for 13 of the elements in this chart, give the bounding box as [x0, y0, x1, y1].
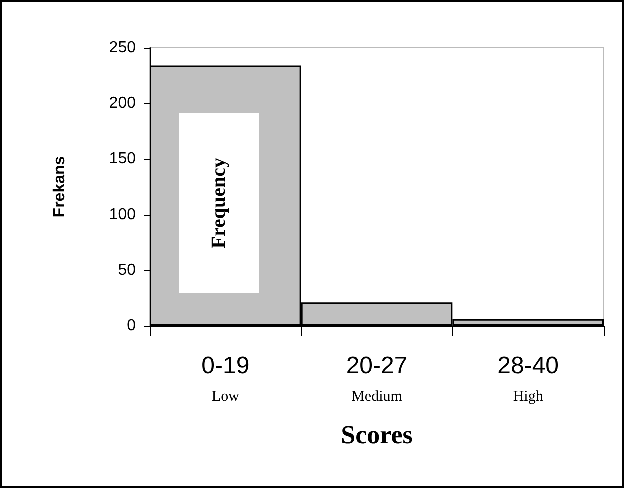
y-tick-label: 150	[109, 150, 136, 168]
y-tick-label: 100	[109, 206, 136, 224]
y-axis-title: Frekans	[52, 156, 68, 218]
text-box: Frequency	[179, 113, 259, 293]
x-tick-label: 28-40 High	[498, 352, 560, 405]
y-tick-label: 50	[118, 262, 136, 279]
annotation: Frequency	[208, 158, 230, 248]
x-tick-label: 0-19 Low	[202, 352, 250, 405]
y-tick-label: 0	[127, 318, 136, 334]
y-tick-label: 200	[109, 95, 136, 112]
y-tick-label: 250	[109, 40, 136, 56]
x-tick-label: 20-27 Medium	[346, 352, 408, 405]
x-axis-title: Scores	[341, 420, 413, 450]
